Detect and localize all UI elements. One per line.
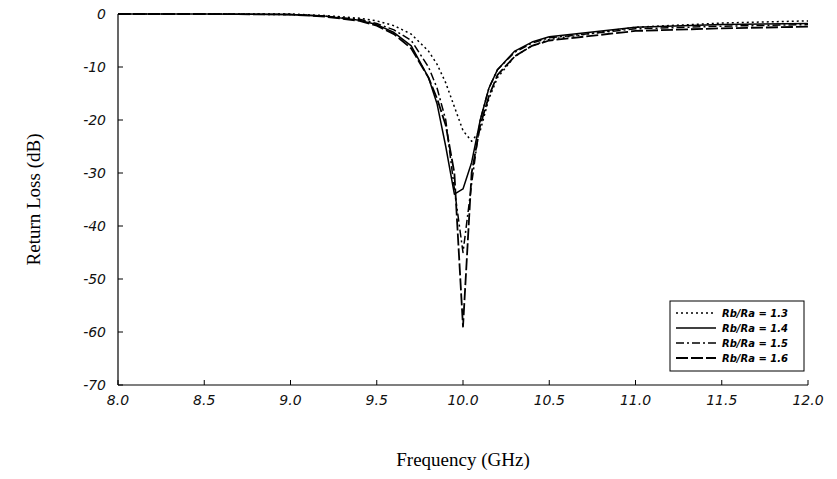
series-line — [118, 14, 808, 253]
chart: 8.0 8.5 9.0 9.5 10.0 10.5 11.0 11.5 12.0 0 -10 -20 -… — [0, 0, 837, 479]
x-tick-label: 12.0 — [792, 392, 823, 408]
x-tick-label: 11.0 — [620, 392, 651, 408]
legend-label: Rb/Ra = 1.6 — [722, 353, 788, 364]
y-tick — [118, 173, 123, 174]
y-tick-label: -70 — [83, 377, 106, 393]
legend-swatch — [676, 342, 716, 344]
x-tick-label: 8.0 — [107, 392, 129, 408]
series-line — [118, 14, 808, 194]
y-tick — [118, 332, 123, 333]
legend-swatch — [676, 327, 716, 329]
legend-swatch — [676, 357, 716, 359]
y-axis — [117, 14, 118, 385]
y-tick — [118, 120, 123, 121]
x-tick — [635, 380, 636, 385]
y-tick — [118, 279, 123, 280]
x-tick — [463, 380, 464, 385]
series-line — [118, 14, 808, 141]
legend-label: Rb/Ra = 1.5 — [722, 338, 788, 349]
series-line — [118, 14, 808, 327]
legend-label: Rb/Ra = 1.3 — [722, 308, 788, 319]
x-tick-label: 10.5 — [534, 392, 565, 408]
x-tick — [549, 380, 550, 385]
y-tick-label: -50 — [83, 271, 106, 287]
y-tick — [118, 226, 123, 227]
x-tick-label: 8.5 — [193, 392, 215, 408]
legend: Rb/Ra = 1.3 Rb/Ra = 1.4 Rb/Ra = 1.5 Rb/Ra =… — [670, 301, 804, 371]
y-tick-label: -20 — [83, 112, 106, 128]
legend-box — [670, 301, 804, 371]
x-tick — [204, 380, 205, 385]
y-tick-label: 0 — [97, 6, 106, 22]
x-tick — [808, 380, 809, 385]
x-tick-label: 10.0 — [447, 392, 478, 408]
legend-swatch — [676, 312, 716, 314]
x-tick-label: 11.5 — [706, 392, 737, 408]
x-tick — [376, 380, 377, 385]
x-axis-title: Frequency (GHz) — [396, 449, 529, 471]
y-tick-label: -10 — [83, 59, 106, 75]
x-tick — [290, 380, 291, 385]
x-tick — [118, 380, 119, 385]
y-tick-label: -60 — [83, 324, 106, 340]
y-tick — [118, 67, 123, 68]
y-tick — [118, 385, 123, 386]
y-tick-label: -40 — [83, 218, 106, 234]
y-tick-label: -30 — [83, 165, 106, 181]
x-tick-label: 9.0 — [279, 392, 301, 408]
y-axis-title: Return Loss (dB) — [23, 134, 45, 266]
x-tick — [721, 380, 722, 385]
legend-label: Rb/Ra = 1.4 — [722, 323, 788, 334]
series-group — [118, 14, 808, 327]
x-tick-label: 9.5 — [366, 392, 388, 408]
